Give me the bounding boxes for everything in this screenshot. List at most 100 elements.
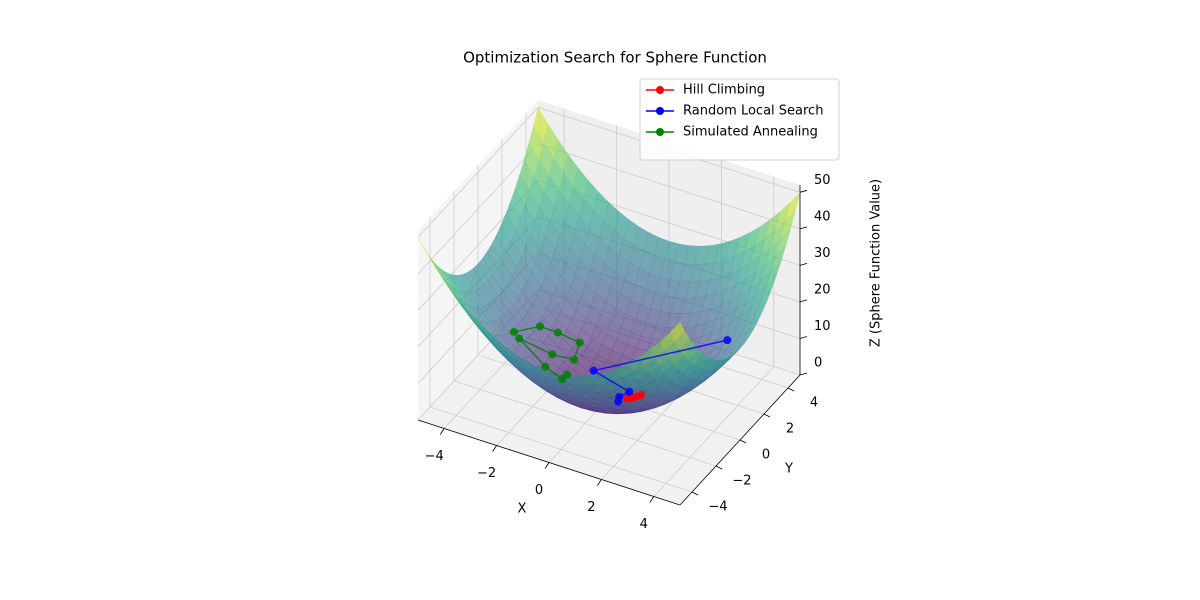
z-tick xyxy=(799,263,808,266)
x-tick xyxy=(597,479,602,486)
x-tick-label: −2 xyxy=(477,466,496,481)
surface-patch xyxy=(692,353,709,368)
surface-patch xyxy=(527,303,543,326)
data-point xyxy=(548,350,557,359)
data-point xyxy=(515,334,524,343)
surface-patch xyxy=(720,352,736,367)
surface-patch xyxy=(784,191,801,222)
y-tick-label: 2 xyxy=(786,422,794,437)
surface-patch xyxy=(516,368,532,382)
surface-patch xyxy=(445,271,461,292)
z-tick xyxy=(799,226,808,230)
grid-line xyxy=(417,143,539,275)
data-point xyxy=(614,397,623,406)
z-tick xyxy=(799,372,808,376)
surface-patch xyxy=(541,307,558,329)
surface-patch xyxy=(493,295,509,316)
surface-patch xyxy=(473,263,489,286)
surface-patch xyxy=(457,300,473,321)
y-tick xyxy=(763,413,771,418)
z-tick-label: 20 xyxy=(814,282,831,297)
surface-patch xyxy=(543,358,559,373)
y-tick-label: 4 xyxy=(810,396,818,411)
surface-patch xyxy=(477,257,493,281)
z-tick-label: 0 xyxy=(814,356,822,371)
data-point xyxy=(509,327,518,336)
data-point xyxy=(625,387,634,396)
surface-patch xyxy=(613,210,629,239)
x-tick-label: 2 xyxy=(587,500,595,515)
surface-patch xyxy=(688,349,704,365)
surface-patch xyxy=(566,319,582,340)
surface-patch xyxy=(531,295,548,318)
surface-patch xyxy=(507,304,524,325)
z-axis-label: Z (Sphere Function Value) xyxy=(869,179,884,347)
surface-patch xyxy=(512,363,528,378)
surface-patch xyxy=(479,320,496,337)
grid-line xyxy=(453,380,717,467)
z-tick xyxy=(799,299,808,303)
surface-patch xyxy=(486,243,503,269)
y-tick-label: −2 xyxy=(732,474,751,489)
surface-patch xyxy=(479,305,495,323)
x-axis-label: X xyxy=(518,502,527,517)
surface-patch xyxy=(543,123,559,159)
surface-patch xyxy=(674,330,690,349)
grid-line xyxy=(417,107,539,238)
legend-marker xyxy=(656,107,664,115)
legend-box xyxy=(639,78,840,161)
surface-patch xyxy=(469,290,485,308)
y-tick xyxy=(787,387,795,392)
surface-patch xyxy=(417,237,433,263)
surface-patch xyxy=(573,167,589,200)
z-tick xyxy=(799,336,808,339)
y-tick-label: 0 xyxy=(762,448,770,463)
x-tick xyxy=(492,445,497,452)
data-point xyxy=(563,370,572,379)
legend-marker xyxy=(656,86,664,94)
surface-patch xyxy=(459,273,475,293)
data-point xyxy=(723,336,732,345)
z-tick-label: 10 xyxy=(814,319,831,334)
surface-patch xyxy=(506,241,522,269)
surface-patch xyxy=(491,234,507,262)
chart-title: Optimization Search for Sphere Function xyxy=(463,49,767,67)
data-point xyxy=(589,366,598,375)
series-line xyxy=(513,325,581,381)
legend-label: Hill Climbing xyxy=(683,83,765,98)
y-tick xyxy=(715,465,723,470)
surface-patch xyxy=(440,268,456,290)
x-tick xyxy=(439,428,445,435)
y-tick-label: −4 xyxy=(708,500,727,515)
grid-line xyxy=(537,143,801,230)
surface-patch xyxy=(449,273,466,293)
surface-patch xyxy=(454,274,471,293)
surface-patch xyxy=(511,267,527,292)
surface xyxy=(417,106,801,415)
data-point xyxy=(575,338,584,347)
legend-label: Random Local Search xyxy=(683,104,823,119)
y-axis-label: Y xyxy=(784,462,793,477)
x-tick xyxy=(649,496,655,503)
surface-patch xyxy=(701,358,718,371)
data-point xyxy=(536,322,544,331)
z-tick-label: 50 xyxy=(814,173,831,188)
x-tick-label: 4 xyxy=(640,517,648,532)
surface-patch xyxy=(482,251,498,276)
y-tick xyxy=(691,491,699,496)
x-tick-label: 0 xyxy=(535,483,543,498)
surface-patch xyxy=(528,330,544,349)
surface-patch xyxy=(459,290,476,308)
data-point xyxy=(553,328,562,337)
data-point xyxy=(570,355,579,364)
data-point xyxy=(541,362,550,371)
z-tick-label: 30 xyxy=(814,246,831,261)
x-tick xyxy=(544,462,550,469)
y-tick xyxy=(739,439,747,444)
x-tick-label: −4 xyxy=(425,449,444,464)
surface-patch xyxy=(499,334,515,349)
surface-patch xyxy=(533,106,549,144)
grid-line xyxy=(429,406,693,493)
